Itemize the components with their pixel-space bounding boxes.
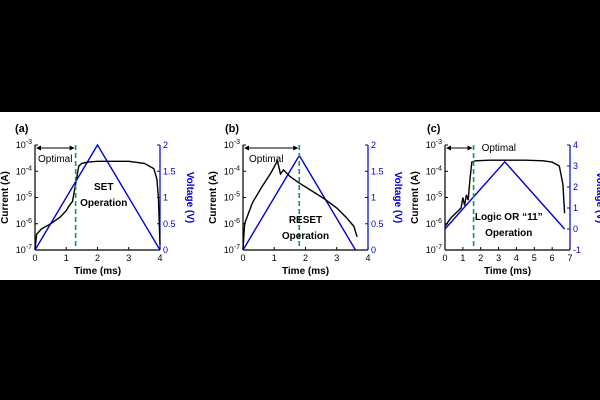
y-tick-label: 10-5 bbox=[426, 192, 442, 203]
chart-panel-1: (b) 0 1 2 3 4 10-7 10-6 10-5 10-4 10-3 0 0.5 1 1.5 2 Tim… bbox=[208, 123, 403, 277]
y-tick-label: 10-3 bbox=[426, 139, 442, 150]
y2-tick-label: 2 bbox=[573, 182, 578, 192]
arrow-head-right bbox=[69, 145, 75, 151]
x-tick-label: 1 bbox=[272, 253, 277, 263]
current-series-line bbox=[242, 158, 358, 251]
voltage-series-line bbox=[34, 143, 161, 251]
y2-axis-title: Voltage (V) bbox=[184, 172, 195, 223]
x-tick-label: 3 bbox=[334, 253, 339, 263]
x-tick-label: 4 bbox=[157, 253, 162, 263]
x-tick-label: 2 bbox=[478, 253, 483, 263]
x-tick-label: 3 bbox=[496, 253, 501, 263]
arrow-head-right bbox=[467, 145, 473, 151]
y-axis-title: Current (A) bbox=[208, 171, 219, 224]
arrow-head-left bbox=[244, 145, 249, 151]
y2-tick-label: 1.5 bbox=[163, 166, 176, 176]
panels: (a)0 1 2 3 410-710-610-510-410-300.511.52Tim… bbox=[0, 123, 600, 277]
x-axis-title: Time (ms) bbox=[484, 266, 531, 277]
y2-axis-title: Voltage (V) bbox=[594, 172, 600, 223]
current-series-line bbox=[34, 160, 161, 251]
x-tick-label: 4 bbox=[514, 253, 519, 263]
chart-panel-2: (c) 0 1 2 3 4 5 6 7 10-7 10-6 10-5 10-4 10-3 -1 0 1 2 3 4 Ti… bbox=[410, 123, 600, 277]
y2-tick-label: 1 bbox=[371, 193, 376, 203]
optimal-label: Optimal bbox=[482, 143, 516, 154]
x-tick-label: 6 bbox=[550, 253, 555, 263]
x-tick-label: 2 bbox=[303, 253, 308, 263]
x-tick-label: 2 bbox=[95, 253, 100, 263]
arrow-head-left bbox=[446, 145, 451, 151]
x-tick-label: 0 bbox=[240, 253, 245, 263]
y-axis-title: Current (A) bbox=[0, 171, 11, 224]
y-tick-label: 10-6 bbox=[224, 218, 240, 229]
x-tick-label: 0 bbox=[32, 253, 37, 263]
y2-tick-label: 0.5 bbox=[163, 219, 176, 229]
y-tick-label: 10-4 bbox=[426, 165, 442, 176]
operation-label-line2: Operation bbox=[80, 198, 127, 209]
y-tick-label: 10-3 bbox=[224, 139, 240, 150]
y-tick-label: 10-7 bbox=[16, 244, 32, 255]
y2-tick-label: 3 bbox=[573, 161, 578, 171]
operation-label-line2: Operation bbox=[282, 231, 329, 242]
operation-label-line2: Operation bbox=[485, 228, 532, 239]
x-axis-title: Time (ms) bbox=[282, 266, 329, 277]
y2-tick-label: 0 bbox=[163, 245, 168, 255]
voltage-series-line bbox=[444, 160, 566, 230]
y-axis-title: Current (A) bbox=[410, 171, 421, 224]
y2-tick-label: 0 bbox=[371, 245, 376, 255]
panel-label: (c) bbox=[427, 123, 441, 135]
y-tick-label: 10-4 bbox=[224, 165, 240, 176]
y-tick-label: 10-6 bbox=[426, 218, 442, 229]
current-series-line bbox=[444, 159, 566, 227]
operation-label-line1: Logic OR “11” bbox=[475, 212, 543, 223]
y2-tick-label: 2 bbox=[163, 140, 168, 150]
optimal-label: Optimal bbox=[249, 154, 283, 165]
x-tick-label: 1 bbox=[64, 253, 69, 263]
y-tick-label: 10-5 bbox=[224, 192, 240, 203]
x-axis-title: Time (ms) bbox=[74, 266, 121, 277]
y-tick-label: 10-6 bbox=[16, 218, 32, 229]
y2-axis-title: Voltage (V) bbox=[392, 172, 403, 223]
y-tick-label: 10-3 bbox=[16, 139, 32, 150]
y-tick-label: 10-7 bbox=[224, 244, 240, 255]
x-tick-label: 3 bbox=[126, 253, 131, 263]
y2-tick-label: -1 bbox=[573, 245, 581, 255]
x-tick-label: 4 bbox=[365, 253, 370, 263]
y-tick-label: 10-4 bbox=[16, 165, 32, 176]
panel-label: (b) bbox=[225, 123, 239, 135]
y2-tick-label: 2 bbox=[371, 140, 376, 150]
y2-tick-label: 0.5 bbox=[371, 219, 384, 229]
x-tick-label: 1 bbox=[460, 253, 465, 263]
chart-panel-0: (a) 0 1 2 3 4 10-7 10-6 10-5 10-4 10-3 0 0.5 1 1.5 2 Tim… bbox=[0, 123, 195, 277]
operation-label-line1: RESET bbox=[289, 215, 322, 226]
y2-tick-label: 4 bbox=[573, 140, 578, 150]
y2-tick-label: 0 bbox=[573, 224, 578, 234]
x-tick-label: 5 bbox=[532, 253, 537, 263]
y2-tick-label: 1 bbox=[573, 203, 578, 213]
optimal-label: Optimal bbox=[38, 154, 72, 165]
panel-label: (a) bbox=[15, 123, 29, 135]
y2-tick-label: 1.5 bbox=[371, 166, 384, 176]
y2-tick-label: 1 bbox=[163, 193, 168, 203]
arrow-head-left bbox=[36, 145, 41, 151]
arrow-head-right bbox=[293, 145, 299, 151]
y-tick-label: 10-7 bbox=[426, 244, 442, 255]
x-tick-label: 0 bbox=[442, 253, 447, 263]
y-tick-label: 10-5 bbox=[16, 192, 32, 203]
x-tick-label: 7 bbox=[567, 253, 572, 263]
operation-label-line1: SET bbox=[94, 182, 113, 193]
